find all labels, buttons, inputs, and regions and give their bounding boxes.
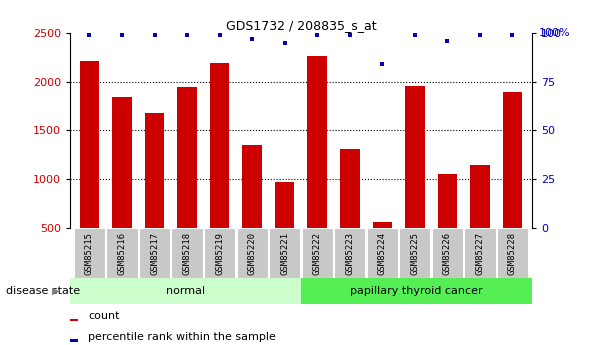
Text: GSM85220: GSM85220 xyxy=(247,232,257,275)
Bar xyxy=(405,86,424,228)
Bar xyxy=(178,87,197,228)
Bar xyxy=(70,339,78,342)
Text: GSM85221: GSM85221 xyxy=(280,232,289,275)
Bar xyxy=(269,228,300,278)
Point xyxy=(85,32,94,38)
Text: GSM85227: GSM85227 xyxy=(475,232,485,275)
Point xyxy=(182,32,192,38)
Title: GDS1732 / 208835_s_at: GDS1732 / 208835_s_at xyxy=(226,19,376,32)
Bar xyxy=(145,113,164,228)
Text: disease state: disease state xyxy=(6,286,80,296)
Bar xyxy=(302,228,333,278)
Point xyxy=(508,32,517,38)
Point xyxy=(117,32,127,38)
Text: percentile rank within the sample: percentile rank within the sample xyxy=(88,332,276,342)
Bar xyxy=(70,318,78,321)
Text: GSM85215: GSM85215 xyxy=(85,232,94,275)
Bar xyxy=(237,228,268,278)
Text: normal: normal xyxy=(166,286,205,296)
Bar xyxy=(497,228,528,278)
Bar xyxy=(70,278,301,304)
Point xyxy=(280,40,289,45)
Text: GSM85219: GSM85219 xyxy=(215,232,224,275)
Bar xyxy=(112,97,132,228)
Text: GSM85224: GSM85224 xyxy=(378,232,387,275)
Text: GSM85222: GSM85222 xyxy=(313,232,322,275)
Point xyxy=(443,38,452,43)
Text: GSM85225: GSM85225 xyxy=(410,232,420,275)
Text: 100%: 100% xyxy=(539,28,570,38)
Bar xyxy=(503,92,522,228)
Text: GSM85226: GSM85226 xyxy=(443,232,452,275)
Bar xyxy=(432,228,463,278)
Bar xyxy=(80,61,99,228)
Text: GSM85218: GSM85218 xyxy=(182,232,192,275)
Bar xyxy=(210,63,229,228)
Bar xyxy=(399,228,430,278)
Point xyxy=(378,61,387,67)
Bar xyxy=(373,222,392,228)
Text: ▶: ▶ xyxy=(52,286,59,296)
Text: count: count xyxy=(88,311,120,321)
Point xyxy=(215,32,224,38)
Text: GSM85223: GSM85223 xyxy=(345,232,354,275)
Point xyxy=(345,32,354,38)
Bar xyxy=(465,228,496,278)
Bar xyxy=(106,228,137,278)
Point xyxy=(247,36,257,41)
Point xyxy=(150,32,159,38)
Bar xyxy=(308,56,327,228)
Bar xyxy=(438,174,457,228)
Text: GSM85217: GSM85217 xyxy=(150,232,159,275)
Bar xyxy=(367,228,398,278)
Point xyxy=(313,32,322,38)
Bar xyxy=(171,228,202,278)
Text: GSM85216: GSM85216 xyxy=(117,232,126,275)
Bar xyxy=(74,228,105,278)
Bar xyxy=(243,145,262,228)
Point xyxy=(475,32,485,38)
Bar xyxy=(275,182,294,228)
Bar xyxy=(334,228,365,278)
Bar xyxy=(340,149,359,228)
Bar xyxy=(301,278,532,304)
Bar xyxy=(139,228,170,278)
Text: papillary thyroid cancer: papillary thyroid cancer xyxy=(350,286,483,296)
Text: GSM85228: GSM85228 xyxy=(508,232,517,275)
Point xyxy=(410,32,420,38)
Bar xyxy=(204,228,235,278)
Bar xyxy=(470,165,489,228)
